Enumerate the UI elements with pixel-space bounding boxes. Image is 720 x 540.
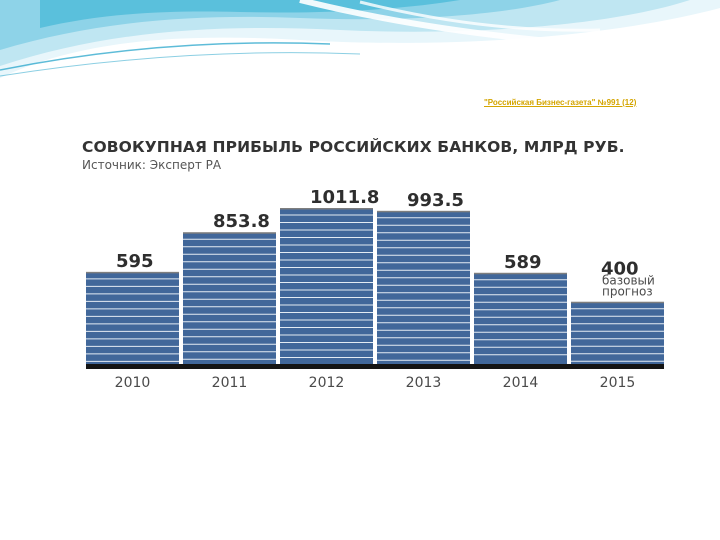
bar-value-label: 1011.8 bbox=[310, 187, 379, 208]
bar-2012 bbox=[280, 209, 373, 364]
bar-top-edge bbox=[183, 232, 276, 234]
chart-source: Источник: Эксперт РА bbox=[82, 158, 222, 172]
year-tick-label: 2013 bbox=[406, 375, 442, 391]
year-tick-label: 2014 bbox=[503, 375, 539, 391]
forecast-annotation: базовый bbox=[602, 274, 655, 288]
forecast-annotation: прогноз bbox=[602, 285, 653, 299]
bar-value-label: 595 bbox=[116, 251, 154, 272]
bar-top-edge bbox=[474, 272, 567, 275]
bar-top-edge bbox=[571, 301, 664, 304]
bar-value-label: 993.5 bbox=[407, 190, 464, 211]
year-tick-label: 2011 bbox=[212, 375, 248, 391]
year-tick-label: 2012 bbox=[309, 375, 345, 391]
bar-2011 bbox=[183, 233, 276, 364]
source-link[interactable]: "Российская Бизнес-газета" №991 (12) bbox=[484, 98, 637, 107]
chart-title: СОВОКУПНАЯ ПРИБЫЛЬ РОССИЙСКИХ БАНКОВ, МЛ… bbox=[82, 138, 625, 156]
bar-top-edge bbox=[377, 210, 470, 213]
bar-value-label: 400 bbox=[601, 259, 639, 280]
bar-value-label: 589 bbox=[504, 252, 542, 273]
slide-header-wave bbox=[0, 0, 720, 78]
bar-top-edge bbox=[86, 271, 179, 274]
bar-2015 bbox=[571, 302, 664, 364]
bar-chart: 595 2010 853.8 2011 1011.8 2012 993.5 2013 589 20… bbox=[86, 187, 664, 391]
bar-2014 bbox=[474, 273, 567, 364]
bar-value-label: 853.8 bbox=[213, 211, 270, 232]
bar-top-edge bbox=[280, 208, 373, 210]
year-tick-label: 2015 bbox=[600, 375, 636, 391]
bar-2010 bbox=[86, 272, 179, 364]
chart-panel: СОВОКУПНАЯ ПРИБЫЛЬ РОССИЙСКИХ БАНКОВ, МЛ… bbox=[82, 128, 672, 393]
x-axis-baseline bbox=[86, 364, 664, 369]
bar-2013 bbox=[377, 211, 470, 364]
year-tick-label: 2010 bbox=[115, 375, 151, 391]
